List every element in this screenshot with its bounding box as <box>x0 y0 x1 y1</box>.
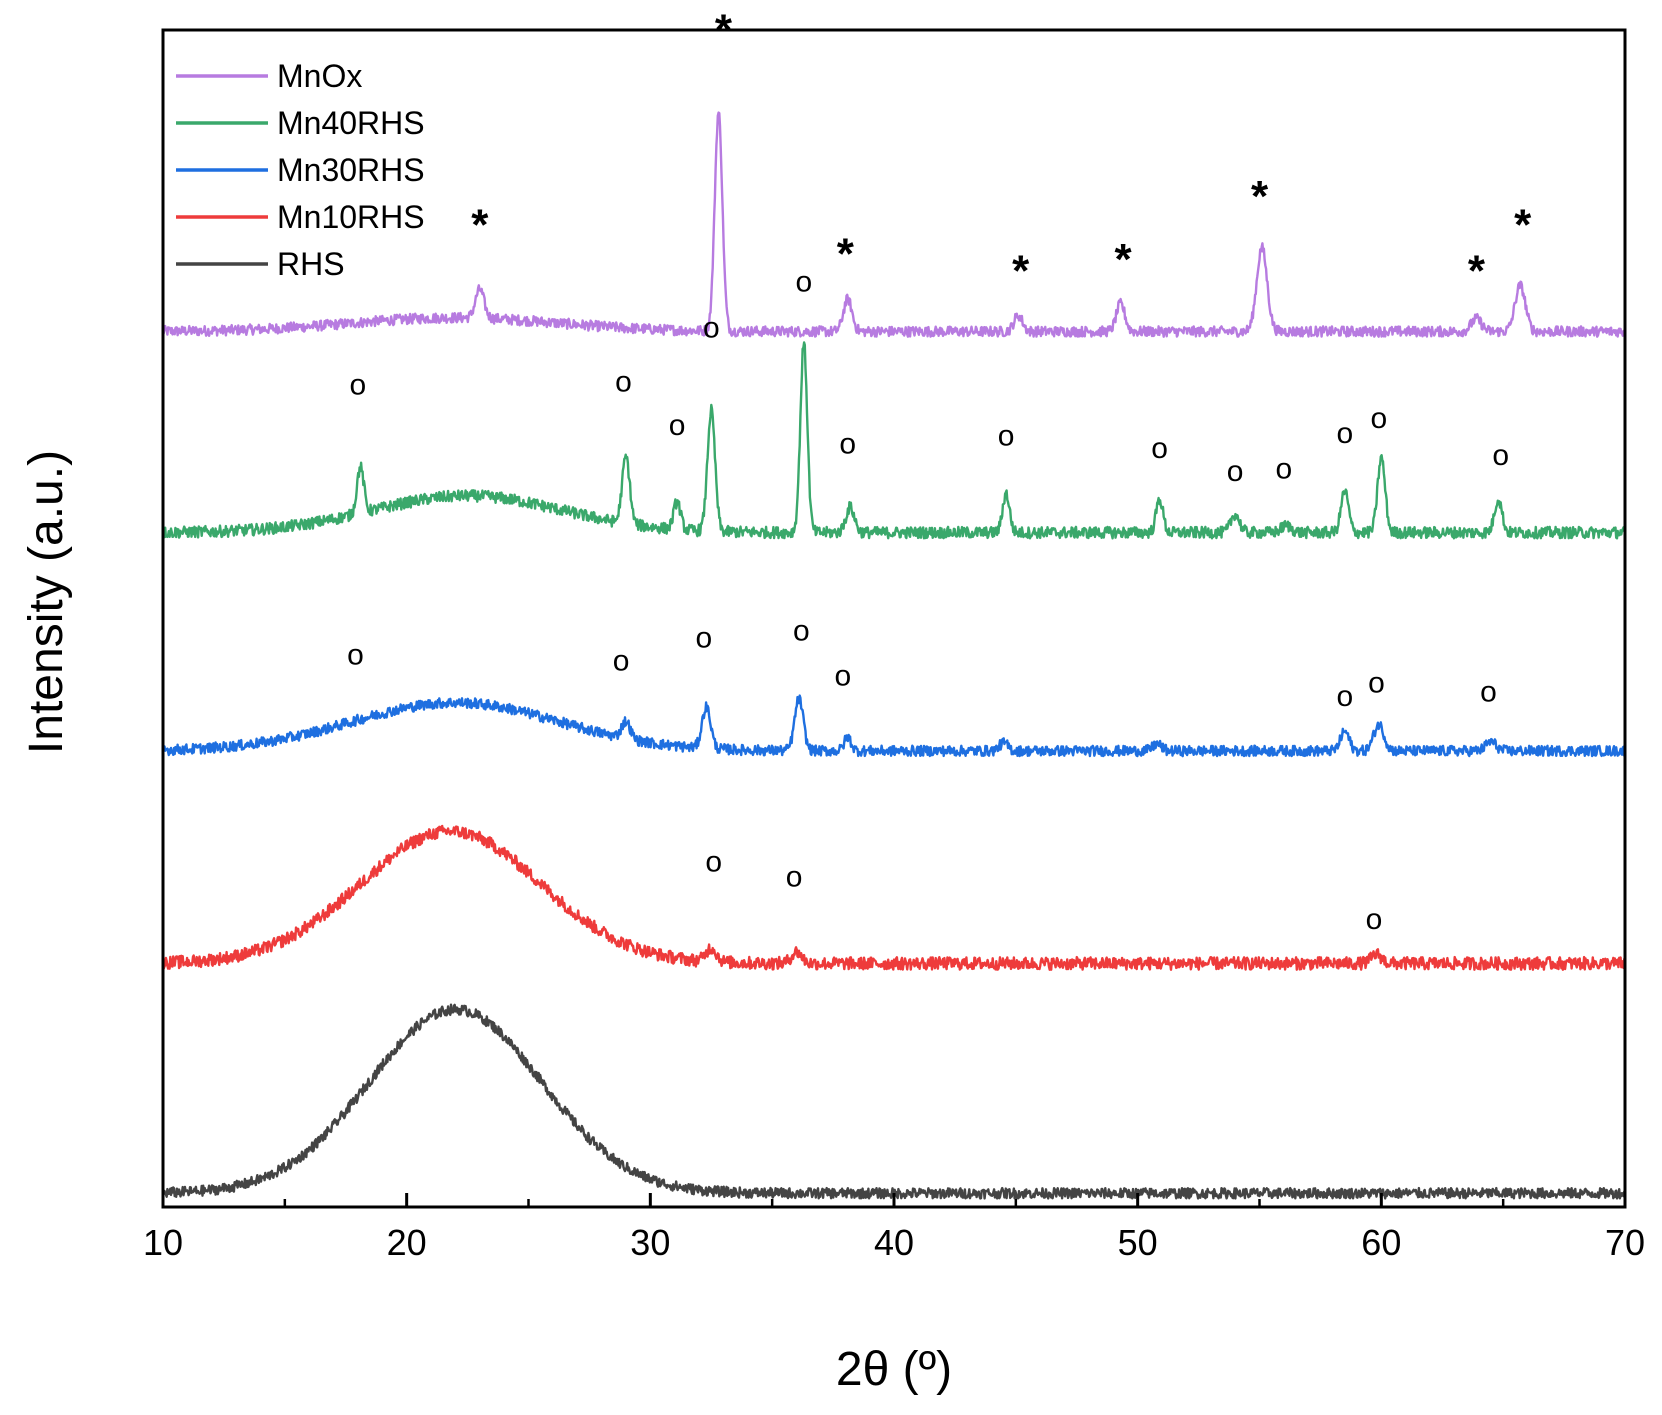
x-tick-label-40: 40 <box>874 1222 914 1263</box>
o-marker-mn10rhs-1: o <box>786 861 803 894</box>
star-marker-mnox-4: * <box>1114 235 1132 284</box>
o-marker-mn30rhs-3: o <box>793 615 810 648</box>
o-marker-mn10rhs-2: o <box>1366 903 1383 936</box>
star-marker-mnox-6: * <box>1468 247 1486 296</box>
x-tick-label-30: 30 <box>630 1222 670 1263</box>
star-marker-mnox-7: * <box>1514 201 1532 250</box>
star-marker-mnox-0: * <box>471 201 489 250</box>
axes: 10 20 30 40 50 60 70 <box>143 28 1645 1263</box>
o-marker-mn40rhs-7: o <box>1151 432 1168 465</box>
x-tick-label-10: 10 <box>143 1222 183 1263</box>
o-marker-mn10rhs-0: o <box>705 846 722 879</box>
o-marker-mn40rhs-1: o <box>615 365 632 398</box>
star-marker-mnox-3: * <box>1012 247 1030 296</box>
series-line-mn10rhs <box>161 824 1627 971</box>
star-marker-mnox-2: * <box>837 229 855 278</box>
star-marker-mnox-5: * <box>1251 172 1269 221</box>
o-marker-mn40rhs-3: o <box>703 311 720 344</box>
legend: MnOx Mn40RHS Mn30RHS Mn10RHS RHS <box>176 58 425 282</box>
x-tick-label-20: 20 <box>387 1222 427 1263</box>
series-line-mn40rhs <box>162 341 1627 540</box>
series-line-rhs <box>161 1003 1627 1200</box>
o-marker-mn40rhs-4: o <box>795 265 812 298</box>
legend-label-rhs: RHS <box>277 246 345 282</box>
x-tick-label-50: 50 <box>1118 1222 1158 1263</box>
o-marker-mn40rhs-8: o <box>1227 455 1244 488</box>
x-axis-title: 2θ (º) <box>836 1343 952 1396</box>
y-axis-title: Intensity (a.u.) <box>20 450 73 754</box>
x-tick-label-70: 70 <box>1605 1222 1645 1263</box>
o-marker-mn40rhs-5: o <box>839 427 856 460</box>
o-marker-mn30rhs-5: o <box>1336 680 1353 713</box>
o-marker-mn30rhs-1: o <box>613 645 630 678</box>
o-marker-mn40rhs-9: o <box>1276 453 1293 486</box>
legend-label-mn40rhs: Mn40RHS <box>277 105 425 141</box>
series-line-mn30rhs <box>161 694 1627 758</box>
o-marker-mn30rhs-6: o <box>1368 666 1385 699</box>
legend-label-mn30rhs: Mn30RHS <box>277 152 425 188</box>
x-tick-label-60: 60 <box>1361 1222 1401 1263</box>
o-marker-mn30rhs-0: o <box>347 639 364 672</box>
legend-label-mn10rhs: Mn10RHS <box>277 199 425 235</box>
o-marker-mn30rhs-2: o <box>696 622 713 655</box>
series-line-mnox <box>161 111 1627 338</box>
o-marker-mn30rhs-7: o <box>1480 676 1497 709</box>
o-marker-mn40rhs-10: o <box>1336 417 1353 450</box>
legend-label-mnox: MnOx <box>277 58 362 94</box>
o-marker-mn40rhs-2: o <box>669 409 686 442</box>
o-marker-mn40rhs-6: o <box>998 419 1015 452</box>
o-marker-mn40rhs-11: o <box>1371 402 1388 435</box>
o-marker-mn40rhs-0: o <box>350 369 367 402</box>
o-marker-mn30rhs-4: o <box>834 659 851 692</box>
o-marker-mn40rhs-12: o <box>1492 439 1509 472</box>
